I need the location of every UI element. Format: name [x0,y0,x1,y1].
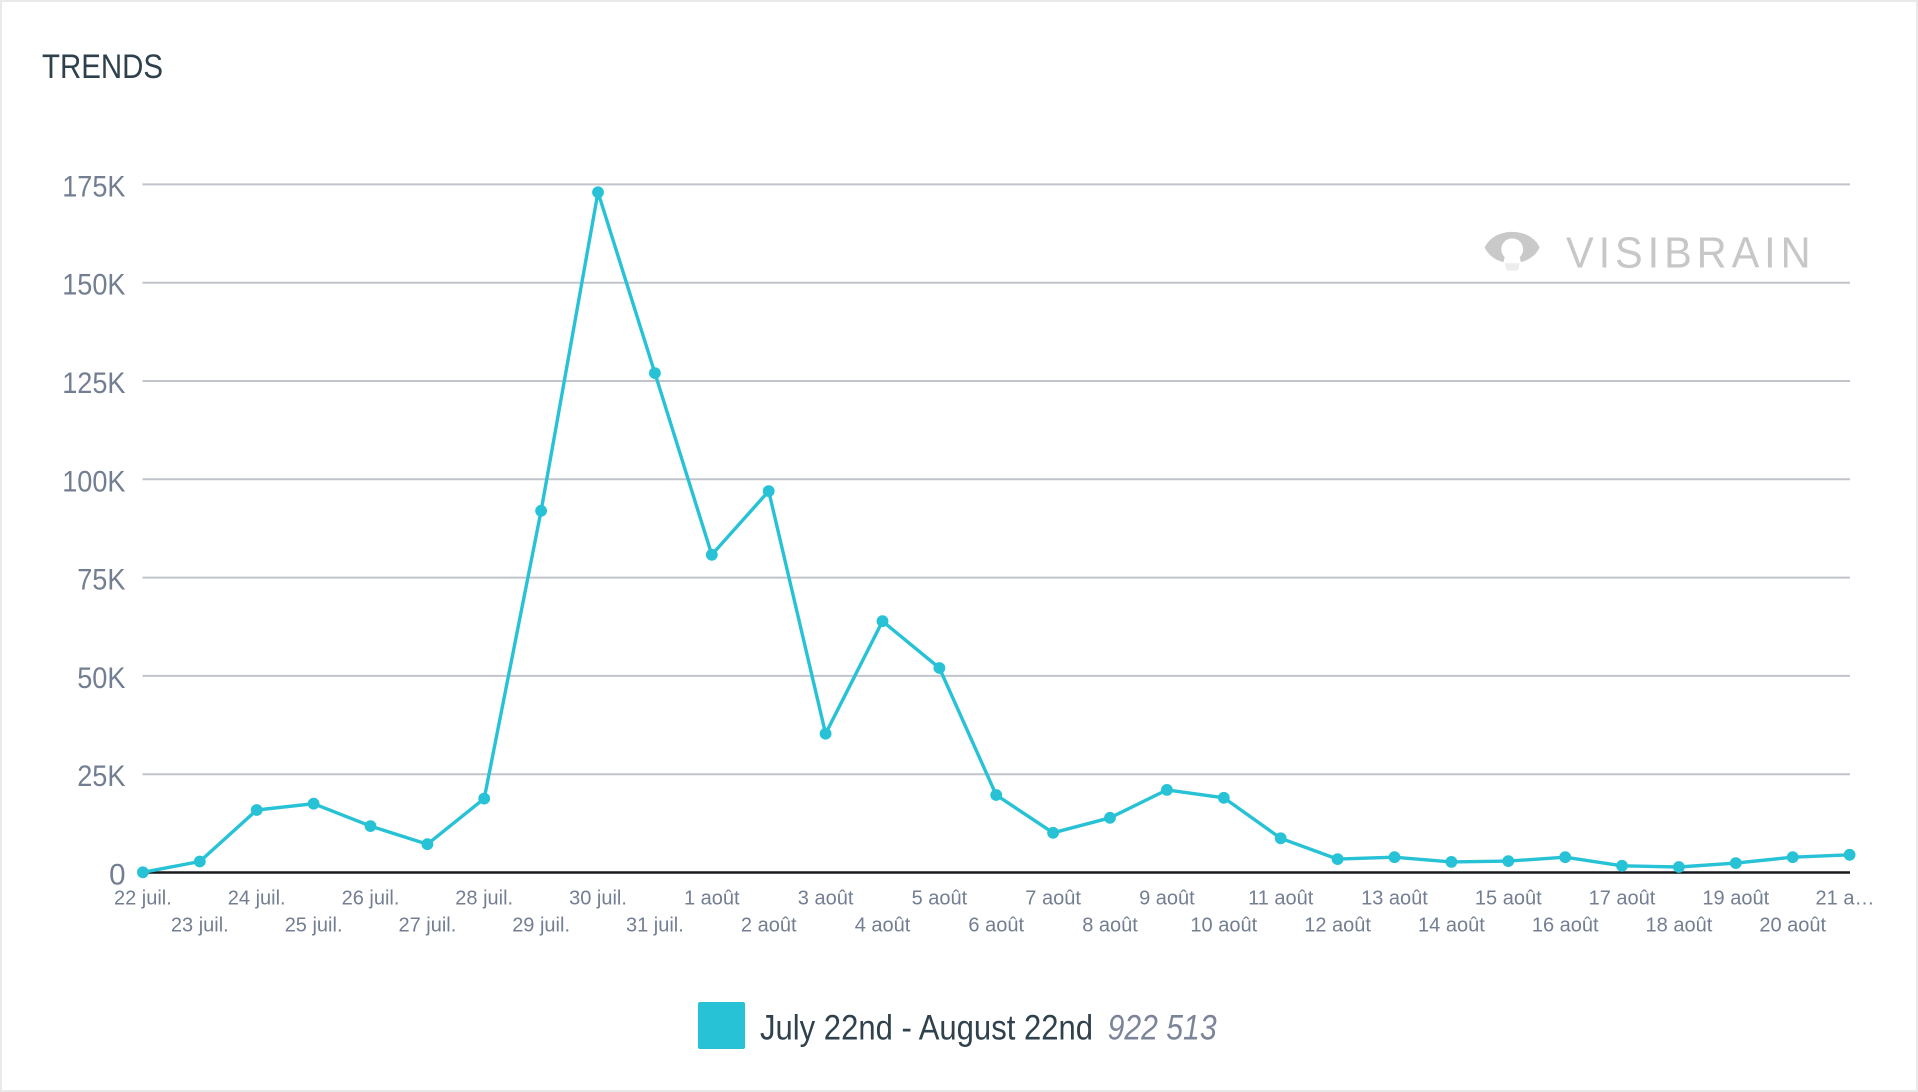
svg-text:11 août: 11 août [1248,888,1314,910]
svg-text:July 22nd - August 22nd: July 22nd - August 22nd [760,1009,1093,1048]
svg-text:13 août: 13 août [1361,888,1428,910]
svg-text:922 513: 922 513 [1108,1008,1217,1048]
svg-text:75K: 75K [77,564,126,597]
svg-text:125K: 125K [62,367,126,400]
svg-text:18 août: 18 août [1646,915,1713,937]
svg-text:25K: 25K [77,760,126,793]
svg-text:24 juil.: 24 juil. [228,888,286,910]
svg-text:175K: 175K [62,170,126,203]
svg-text:9 août: 9 août [1139,888,1195,910]
svg-text:19 août: 19 août [1702,888,1769,910]
svg-text:3 août: 3 août [798,888,854,910]
svg-text:21 a…: 21 a… [1816,888,1875,910]
svg-text:6 août: 6 août [968,915,1024,937]
svg-text:1 août: 1 août [684,888,740,910]
svg-text:29 juil.: 29 juil. [512,915,570,937]
svg-text:30 juil.: 30 juil. [569,888,627,910]
svg-text:7 août: 7 août [1025,888,1081,910]
svg-text:5 août: 5 août [912,888,968,910]
svg-text:31 juil.: 31 juil. [626,915,684,937]
svg-text:15 août: 15 août [1475,888,1542,910]
svg-text:50K: 50K [77,662,126,695]
svg-text:150K: 150K [62,269,126,302]
svg-text:8 août: 8 août [1082,915,1138,937]
svg-text:25 juil.: 25 juil. [285,915,343,937]
svg-text:TRENDS: TRENDS [42,48,163,86]
svg-text:0: 0 [109,859,125,892]
svg-text:27 juil.: 27 juil. [398,915,456,937]
svg-text:20 août: 20 août [1759,915,1826,937]
svg-text:VISIBRAIN: VISIBRAIN [1566,229,1816,278]
svg-text:14 août: 14 août [1418,915,1485,937]
svg-text:16 août: 16 août [1532,915,1599,937]
svg-text:12 août: 12 août [1304,915,1371,937]
svg-text:22 juil.: 22 juil. [114,888,172,910]
svg-text:2 août: 2 août [741,915,797,937]
svg-text:26 juil.: 26 juil. [342,888,400,910]
svg-text:100K: 100K [62,465,126,498]
svg-text:17 août: 17 août [1589,888,1656,910]
svg-text:4 août: 4 août [855,915,911,937]
svg-text:10 août: 10 août [1190,915,1257,937]
svg-text:23 juil.: 23 juil. [171,915,229,937]
svg-text:28 juil.: 28 juil. [455,888,513,910]
